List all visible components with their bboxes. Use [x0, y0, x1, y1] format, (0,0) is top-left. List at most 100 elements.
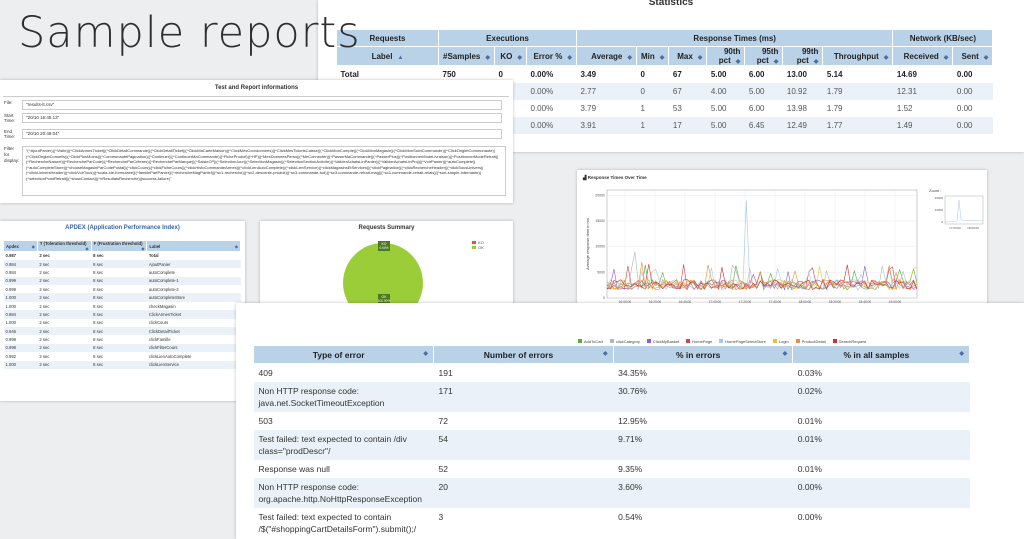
- apdex-cell: 8 sec: [91, 310, 147, 319]
- test-info-title: Test and Report informations: [214, 85, 299, 91]
- sort-icon: ◆: [943, 54, 949, 61]
- errors-column-header[interactable]: % in all samples ◆: [792, 345, 970, 364]
- error-cell: Response was null: [258, 464, 330, 474]
- statistics-panel: Statistics Requests Executions Response …: [318, 0, 1024, 152]
- series-line: [606, 264, 918, 291]
- statistics-table: Requests Executions Response Times (ms) …: [336, 29, 994, 134]
- requests-summary-pie: KO 0.00% OK 100.00% KO OK: [343, 240, 484, 305]
- column-label: Min: [641, 51, 655, 61]
- legend-swatch-ok: [472, 246, 476, 249]
- apdex-cell: 2 sec: [39, 320, 50, 326]
- legend-item[interactable]: HomePage: [686, 339, 712, 344]
- apdex-cell: 2 sec: [39, 353, 50, 359]
- error-row: Non HTTP response code: org.apache.http.…: [253, 478, 970, 508]
- stats-cell: 0: [498, 69, 503, 79]
- apdex-cell: 8 sec: [91, 259, 147, 269]
- stats-cell: 5.00: [710, 103, 727, 113]
- sort-icon: ◆: [959, 350, 964, 357]
- stats-cell: 0: [640, 69, 645, 79]
- apdex-row: 0.984 2 sec 8 sec ClickArmesTicket: [3, 310, 241, 319]
- stats-column-header[interactable]: KO ◆: [494, 46, 527, 66]
- column-label: F (Frustration threshold): [93, 241, 143, 246]
- stats-column-header[interactable]: Received ◆: [892, 46, 954, 66]
- legend-item[interactable]: ClickMyBasket: [646, 339, 679, 344]
- pie-label-ok-name: OK: [381, 295, 387, 299]
- apdex-cell: 8 sec: [91, 293, 147, 302]
- apdex-cell: 1.000: [3, 360, 38, 369]
- response-times-title: ▟ Response Times Over Time: [583, 175, 647, 181]
- legend-swatch: [578, 339, 582, 343]
- apdex-column-header[interactable]: Apdex ◆: [3, 240, 38, 252]
- stats-column-header[interactable]: Sent ◆: [952, 46, 994, 66]
- column-label: Max: [677, 51, 693, 61]
- error-cell: 191: [438, 368, 453, 378]
- stats-column-header[interactable]: 90th pct ◆: [706, 46, 746, 66]
- legend-item[interactable]: clickCategory: [609, 339, 640, 344]
- sort-icon: ◆: [983, 54, 989, 61]
- chart-icon: ▟: [583, 175, 587, 180]
- sort-icon: ◆: [603, 350, 608, 357]
- stats-row: 0.00% 3.91 1 17 5.00 6.45 12.49 1.77 1.49 0.00: [336, 116, 993, 134]
- stats-cell: 1.49: [892, 116, 953, 134]
- apdex-cell: 1.000: [5, 320, 16, 326]
- stats-column-header[interactable]: 99th pct ◆: [782, 46, 824, 66]
- column-label: Error %: [533, 51, 563, 61]
- errors-table: Type of error ◆ Number of errors ◆% in erro…: [253, 345, 970, 538]
- stats-column-header[interactable]: Max ◆: [668, 46, 708, 66]
- error-cell: 12.95%: [618, 416, 647, 426]
- response-times-panel: ▟ Response Times Over Time 20000 15000 100…: [577, 170, 987, 320]
- apdex-cell: 1.000: [5, 303, 16, 309]
- apdex-row: 0.984 2 sec 8 sec autoComplete: [4, 268, 241, 276]
- apdex-cell: 8 sec: [91, 276, 147, 286]
- error-cell: 0.01%: [792, 430, 970, 460]
- error-cell: 0.00%: [792, 478, 970, 508]
- sort-icon: ◆: [485, 54, 490, 61]
- stats-cell: 10.92: [782, 82, 823, 100]
- stats-cell: 13.98: [786, 103, 807, 113]
- stats-column-header[interactable]: Label ▲: [336, 46, 439, 66]
- errors-column-header[interactable]: Number of errors ◆: [432, 345, 614, 364]
- legend-item[interactable]: AddToCart: [578, 339, 603, 344]
- apdex-row: 0.998 2 sec 8 sec clickFamille: [4, 335, 241, 343]
- stats-column-header[interactable]: Average ◆: [576, 46, 637, 66]
- sort-icon: ◆: [773, 59, 779, 65]
- apdex-column-header[interactable]: T (Toleration threshold) ◆: [36, 240, 92, 252]
- stats-column-header[interactable]: #Samples ◆: [438, 46, 495, 66]
- error-cell: 3.60%: [613, 478, 793, 508]
- apdex-cell: 2 sec: [39, 253, 50, 259]
- apdex-cell: 8 sec: [93, 320, 104, 326]
- legend-item[interactable]: SearchRequest: [832, 339, 866, 344]
- stats-cell: 53: [672, 103, 682, 113]
- stats-cell: 67: [668, 82, 707, 100]
- stats-column-header[interactable]: Throughput ◆: [822, 46, 894, 66]
- apdex-cell: 2 sec: [37, 327, 92, 336]
- stats-column-header[interactable]: 95th pct ◆: [744, 46, 784, 66]
- apdex-cell: 0.984: [3, 310, 38, 319]
- legend-item[interactable]: ProductDetail: [795, 339, 826, 344]
- legend-item[interactable]: HomePageSelectStore: [719, 339, 766, 344]
- apdex-column-header[interactable]: Label ◆: [146, 240, 241, 252]
- legend-item[interactable]: Login: [772, 339, 789, 344]
- error-cell: 0.00%: [797, 512, 822, 522]
- errors-column-header[interactable]: Type of error ◆: [253, 345, 434, 364]
- stats-cell: 5.14: [826, 69, 843, 79]
- apdex-cell: 0.998: [3, 343, 38, 353]
- column-label: Throughput: [833, 51, 879, 61]
- stats-cell: 0.00%: [530, 103, 554, 113]
- sort-icon: ◆: [517, 54, 522, 61]
- response-times-title-text: Response Times Over Time: [587, 175, 647, 180]
- apdex-cell: autoComplete-1: [146, 276, 241, 286]
- series-line: [606, 264, 918, 290]
- stats-column-header[interactable]: Min ◆: [635, 46, 670, 66]
- apdex-cell: AjoutPanier: [146, 259, 241, 269]
- stats-column-header[interactable]: Error % ◆: [526, 46, 577, 66]
- zoom-area[interactable]: [944, 195, 984, 225]
- rt-legend: AddToCart clickCategory ClickMyBasket HomeP…: [578, 330, 998, 344]
- error-cell: 9.35%: [618, 464, 643, 474]
- column-label: % in all samples: [843, 349, 910, 360]
- error-cell: 0.01%: [797, 416, 822, 426]
- errors-column-header[interactable]: % in errors ◆: [612, 345, 794, 364]
- apdex-row: 0.946 2 sec 8 sec ClickDetailTicket: [3, 327, 241, 336]
- apdex-cell: 8 sec: [91, 343, 147, 353]
- apdex-column-header[interactable]: F (Frustration threshold) ◆: [90, 240, 148, 252]
